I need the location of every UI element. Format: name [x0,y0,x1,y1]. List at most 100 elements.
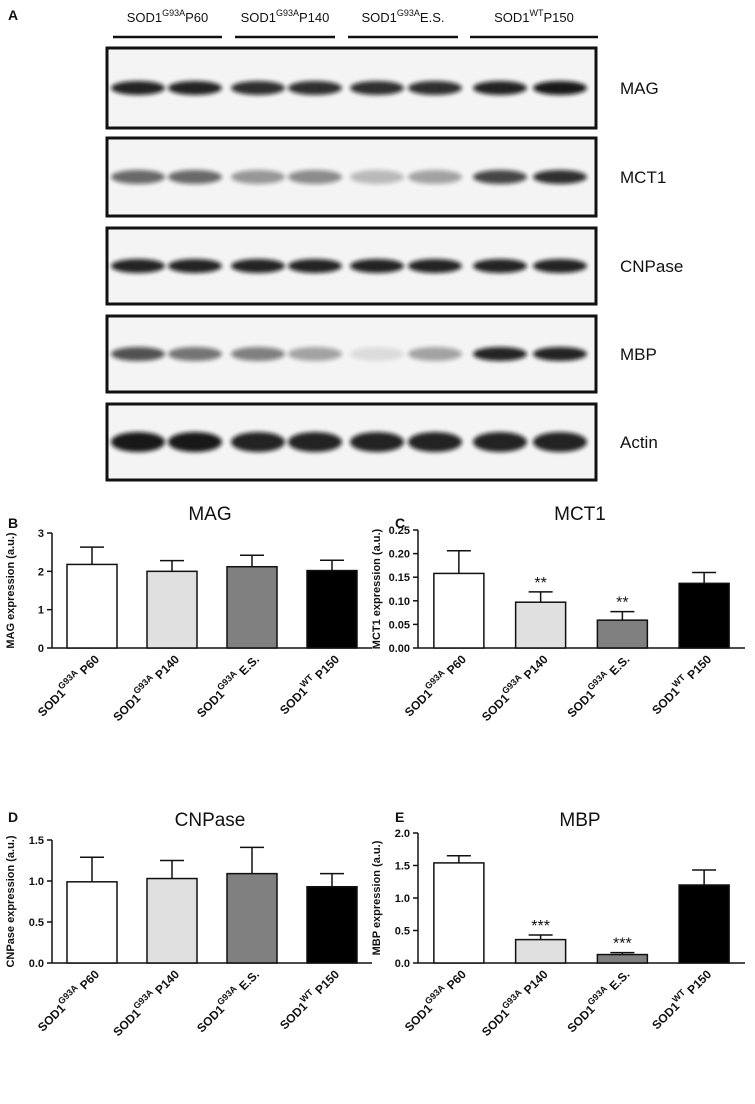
y-tick-label: 0.0 [395,958,410,970]
y-tick-label: 0.5 [29,917,44,929]
x-tick-label: SOD1WT P150 [275,650,342,717]
y-tick-label: 3 [38,528,44,540]
blot-band [231,347,285,361]
label-base: SOD1 [110,691,143,724]
label-suffix: E.S. [420,10,445,25]
bar [433,862,485,964]
group-label: SOD1G93AP60 [127,8,209,25]
protein-label: MBP [620,345,657,364]
group-label: SOD1WTP150 [494,8,574,25]
panel-label: C [395,515,405,531]
blot-band [473,81,527,95]
blot-band [408,81,462,95]
blot-band [408,259,462,273]
y-axis-label: MCT1 expression (a.u.) [371,528,383,649]
label-suffix: P140 [150,652,182,684]
blot-band [288,259,342,273]
blot-band [231,259,285,273]
bar [226,872,278,964]
label-suffix: P150 [544,10,574,25]
panel-label: A [8,7,18,23]
blot-band [350,432,404,452]
blot-band [168,81,222,95]
y-tick-label: 0.25 [389,525,410,537]
group-label: SOD1G93AP140 [241,8,330,25]
blot-band [533,259,587,273]
label-suffix: P140 [299,10,329,25]
x-tick-label: SOD1G93A E.S. [562,965,632,1035]
protein-label: CNPase [620,257,683,276]
blot-band [231,81,285,95]
significance: ** [616,595,628,612]
bar [306,885,358,964]
group-label: SOD1G93AE.S. [362,8,445,25]
bar [678,582,730,649]
y-tick-label: 0.0 [29,958,44,970]
x-tick-label: SOD1G93A P60 [33,965,102,1034]
y-tick-label: 0.20 [389,549,410,561]
label-suffix: P150 [310,967,342,999]
y-tick-label: 0.10 [389,596,410,608]
x-tick-label: SOD1G93A E.S. [192,650,262,720]
x-tick-label: SOD1G93A E.S. [562,650,632,720]
blot-band [111,432,165,452]
y-tick-label: 1 [38,605,44,617]
significance: *** [531,918,550,935]
label-base: SOD1 [277,684,310,717]
blot-band [408,170,462,184]
panel-label: D [8,809,18,825]
label-sup: WT [530,8,544,18]
y-tick-label: 1.0 [395,893,410,905]
label-suffix: P150 [682,652,714,684]
blot-band [168,432,222,452]
blot-band [111,170,165,184]
bar [433,572,485,649]
bar [596,619,649,649]
y-axis-label: MAG expression (a.u.) [5,532,17,648]
label-base: SOD1 [127,10,162,25]
bar [66,563,118,649]
x-tick-label: SOD1WT P150 [647,650,714,717]
blot-band [288,81,342,95]
blot-band [533,170,587,184]
bar [306,569,358,649]
blot-band [533,347,587,361]
y-axis-label: CNPase expression (a.u.) [5,835,17,967]
blot-band [473,347,527,361]
x-tick-label: SOD1G93A E.S. [192,965,262,1035]
y-tick-label: 1.0 [29,876,44,888]
bar [514,938,567,964]
blot-band [111,347,165,361]
x-tick-label: SOD1G93A P60 [400,965,469,1034]
y-tick-label: 0 [38,643,44,655]
y-tick-label: 0.5 [395,926,410,938]
y-axis-label: MBP expression (a.u.) [371,840,383,955]
label-base: SOD1 [362,10,397,25]
bar [226,565,278,649]
label-suffix: P150 [682,967,714,999]
blot-band [288,170,342,184]
panel-label: E [395,809,404,825]
blot-band [473,432,527,452]
blot-band [231,170,285,184]
protein-label: MAG [620,79,659,98]
significance: ** [534,575,546,592]
blot-band [168,259,222,273]
y-tick-label: 2 [38,566,44,578]
blot-band [408,432,462,452]
bar [678,884,730,964]
blot-band [168,170,222,184]
blot-band [350,81,404,95]
x-tick-label: SOD1G93A P140 [477,650,551,724]
bar [596,953,649,964]
blot-band [231,432,285,452]
label-base: SOD1 [194,687,227,720]
label-suffix: P140 [519,652,551,684]
chart-title: CNPase [175,810,246,831]
label-suffix: P140 [150,967,182,999]
bar [66,881,118,964]
label-suffix: P140 [519,967,551,999]
blot-band [350,347,404,361]
blot-band [350,170,404,184]
y-tick-label: 2.0 [395,828,410,840]
